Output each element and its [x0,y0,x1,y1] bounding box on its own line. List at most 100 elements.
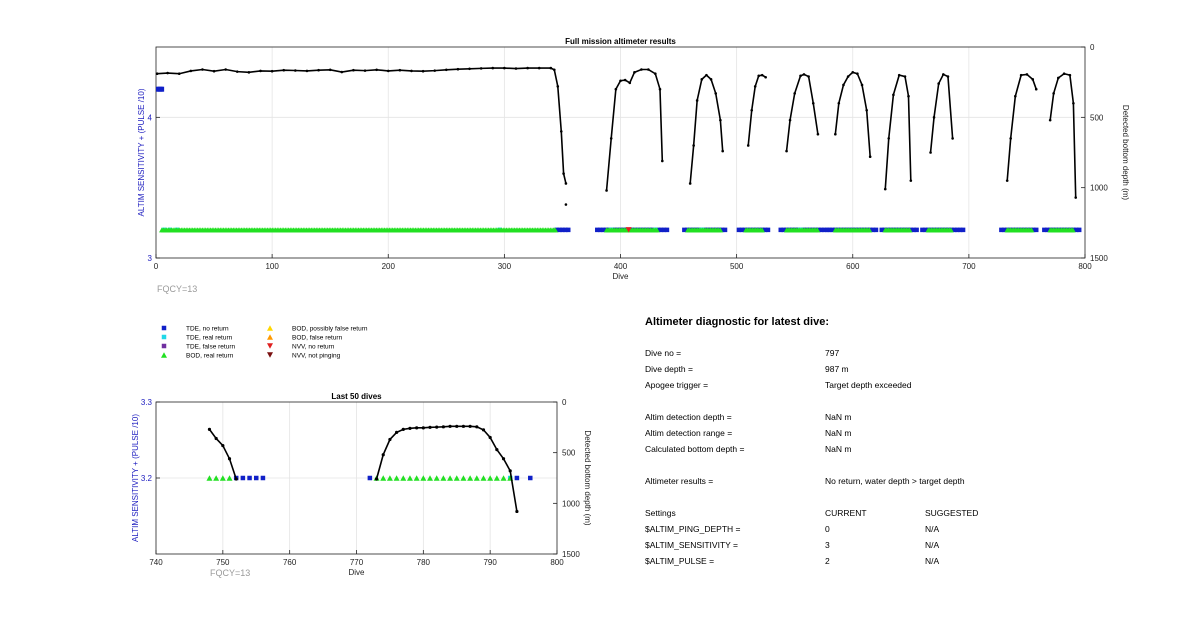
depth-point [456,67,460,71]
x-axis-label: Dive [612,272,629,281]
depth-point [395,430,399,434]
depth-point [155,72,159,76]
depth-point [374,477,379,481]
diag-value: Target depth exceeded [825,380,912,390]
depth-point [700,78,704,81]
depth-point [688,182,692,185]
x-tick-label: 800 [1078,262,1092,271]
x-tick-label: 600 [846,262,860,271]
bod-real-return-point [1028,227,1035,233]
bod-real-return-point [420,475,427,481]
y2-tick-label: 1500 [1090,254,1108,263]
depth-series-line [157,67,567,184]
tde-no-return-point [661,227,667,233]
depth-point [605,189,608,192]
setting-label: $ALTIM_PING_DEPTH = [645,524,741,534]
tde-no-return-point [879,227,885,233]
depth-point [515,509,519,514]
tde-no-return-point [1076,227,1082,233]
diagnostic-heading: Altimeter diagnostic for latest dive: [645,316,829,328]
x-tick-label: 500 [730,262,744,271]
depth-point [503,66,506,70]
diag-value: NaN m [825,444,852,454]
legend-label: BOD, false return [292,335,343,342]
depth-point [234,477,238,481]
tde-no-return-point [762,227,768,233]
depth-point [903,75,907,78]
y2-tick-label: 1000 [562,499,580,508]
x-tick-label: 750 [216,558,230,567]
legend-marker-bod-possibly-false-return [267,325,273,331]
diag-value: 797 [825,348,840,358]
depth-point [709,78,713,81]
tde-no-return-point [557,227,562,233]
depth-point [501,457,506,461]
depth-point [619,79,622,83]
tde-no-return-point [739,227,745,233]
depth-point [224,68,227,71]
bod-real-return-point [386,475,393,481]
tde-no-return-point [914,227,919,233]
depth-point [887,137,891,140]
x-tick-label: 790 [483,558,497,567]
diag-label: Altim detection depth = [645,412,732,422]
depth-point [435,425,439,429]
setting-label: $ALTIM_SENSITIVITY = [645,540,738,550]
depth-point [455,424,459,428]
tde-no-return-point [240,475,246,481]
diag-label: Dive depth = [645,364,693,374]
depth-point [433,69,437,72]
tde-no-return-point [260,475,266,481]
depth-point [488,435,492,440]
tde-no-return-point [560,227,565,233]
tde-no-return-point [1033,227,1039,233]
depth-point [799,74,802,78]
depth-point [189,69,193,73]
y2-axis-label: Detected bottom depth (m) [1121,105,1130,200]
depth-point [282,68,286,72]
depth-point [793,92,796,95]
bod-real-return-point [393,475,400,481]
depth-series-line [375,425,518,512]
depth-point [764,75,767,79]
depth-point [614,87,618,91]
depth-point [623,78,627,82]
tde-no-return-point [778,227,784,233]
depth-point [340,70,344,74]
depth-point [207,427,212,431]
tde-no-return-point [664,227,670,233]
bod-real-return-point [406,475,413,481]
depth-point [1074,196,1078,199]
depth-point [363,69,367,72]
depth-point [802,73,806,76]
y-tick-label: 3 [148,254,153,263]
depth-point [352,68,355,72]
bod-real-return-point [380,475,387,481]
tde-no-return-point [595,227,600,233]
settings-current-header: CURRENT [825,508,867,518]
depth-point [166,71,169,75]
depth-point [468,67,471,71]
tde-no-return-point [554,227,559,233]
diag-label: Altim detection range = [645,428,733,438]
depth-point [421,69,425,73]
legend-label: TDE, real return [186,335,233,342]
depth-point [695,99,699,102]
fqcy-label: FQCY=13 [210,568,250,578]
y2-tick-label: 1500 [562,550,580,559]
diag-value: No return, water depth > target depth [825,476,965,486]
legend-marker-nvv-not-pinging [267,352,273,358]
chart-title: Last 50 dives [331,392,382,401]
depth-point [401,427,405,431]
depth-point [1062,72,1066,76]
depth-point [317,68,320,72]
depth-point [221,443,225,448]
depth-point [658,87,662,91]
legend-label: BOD, possibly false return [292,326,368,333]
depth-point [468,424,472,428]
bod-real-return-point [453,475,460,481]
x-tick-label: 400 [614,262,628,271]
bod-real-return-point [487,475,494,481]
depth-point [177,72,181,76]
bod-real-return-point [213,475,220,481]
